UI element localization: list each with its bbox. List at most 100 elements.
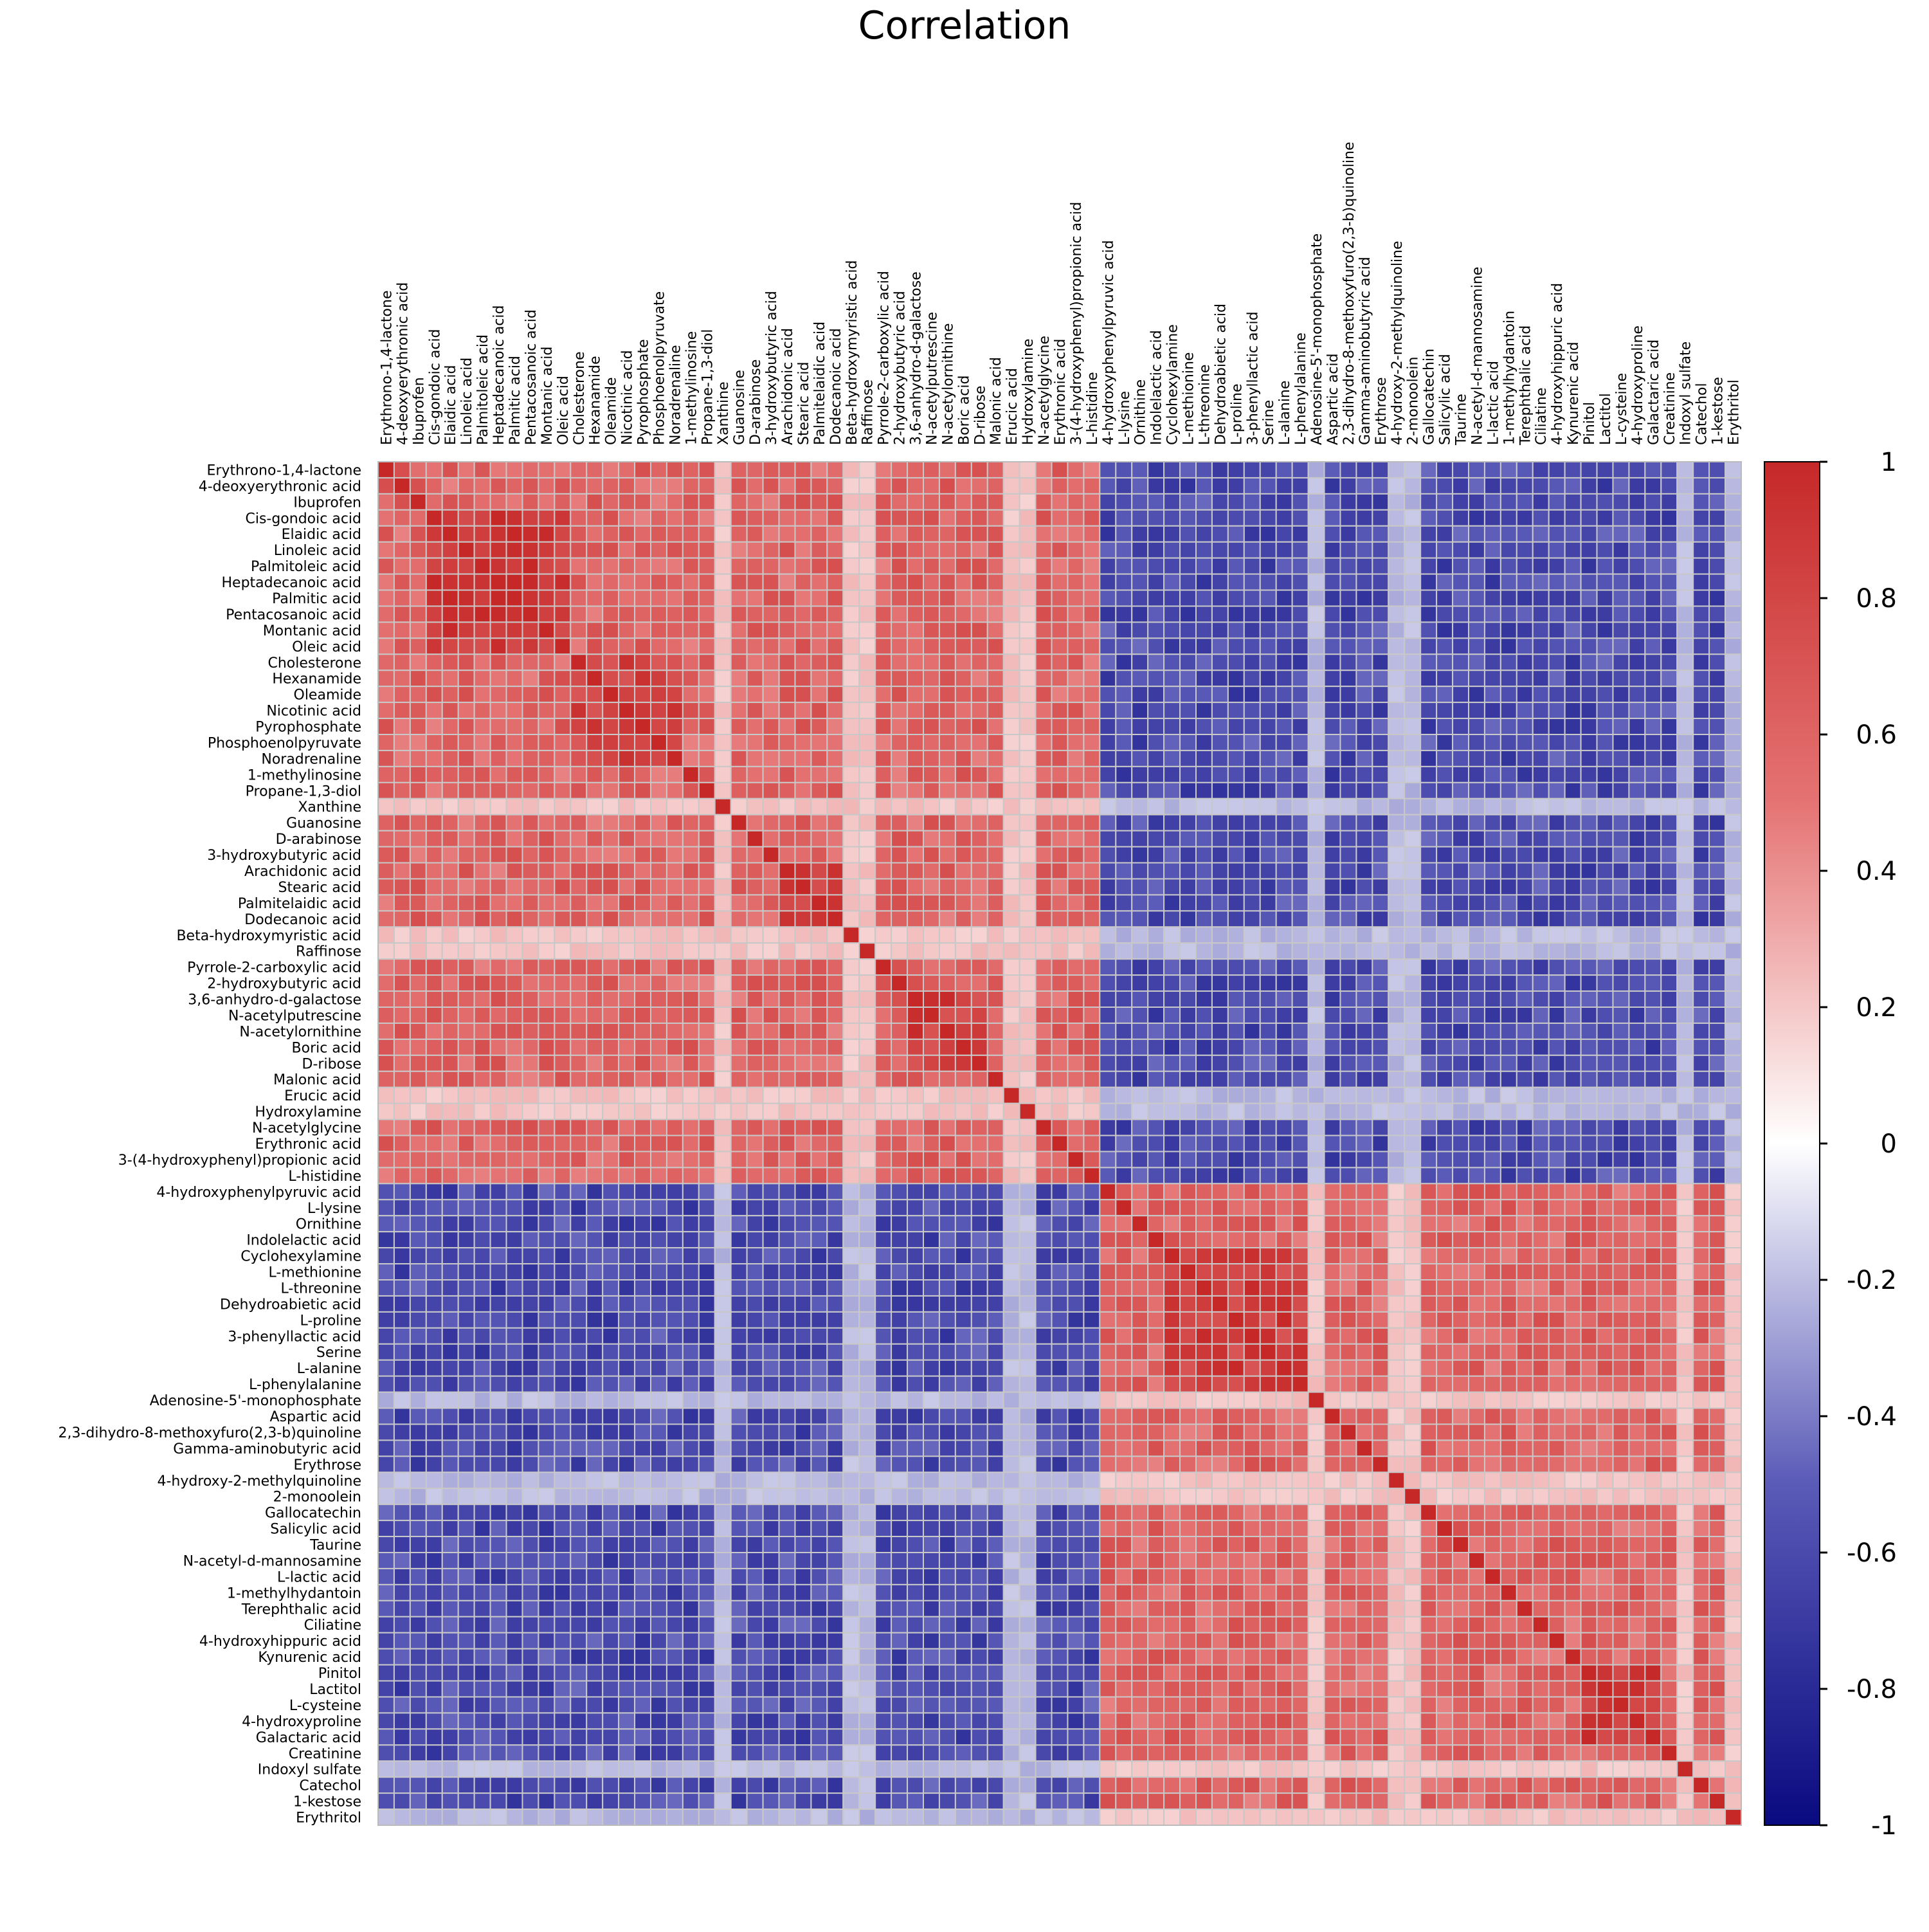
heatmap-cell <box>907 589 925 607</box>
heatmap-cell <box>1596 1022 1614 1040</box>
heatmap-cell <box>1612 1167 1630 1185</box>
heatmap-cell <box>682 974 700 992</box>
heatmap-cell <box>1372 990 1390 1008</box>
heatmap-cell <box>1323 1054 1341 1072</box>
heatmap-cell <box>393 541 411 559</box>
heatmap-cell <box>842 1359 860 1377</box>
heatmap-cell <box>1612 1007 1630 1024</box>
heatmap-cell <box>954 637 972 655</box>
heatmap-cell <box>1211 814 1229 832</box>
heatmap-cell <box>1195 573 1213 591</box>
heatmap-cell <box>1596 1263 1614 1281</box>
heatmap-cell <box>1339 1022 1357 1040</box>
heatmap-cell <box>554 781 572 799</box>
heatmap-cell <box>1388 573 1406 591</box>
heatmap-cell <box>778 1343 796 1361</box>
heatmap-cell <box>650 926 667 944</box>
heatmap-cell <box>1355 1375 1373 1393</box>
heatmap-cell <box>1131 718 1149 736</box>
heatmap-cell <box>618 1215 636 1233</box>
heatmap-cell <box>1708 589 1726 607</box>
heatmap-cell <box>1291 670 1309 688</box>
heatmap-cell <box>1035 862 1053 880</box>
heatmap-cell <box>538 781 556 799</box>
heatmap-cell <box>1468 974 1485 992</box>
heatmap-cell <box>1676 1343 1694 1361</box>
heatmap-cell <box>393 1118 411 1136</box>
heatmap-cell <box>1323 926 1341 944</box>
heatmap-cell <box>794 1327 812 1345</box>
heatmap-cell <box>1644 958 1662 976</box>
heatmap-cell <box>666 894 684 912</box>
heatmap-cell <box>1644 1375 1662 1393</box>
heatmap-cell <box>986 477 1004 495</box>
heatmap-cell <box>842 1070 860 1088</box>
heatmap-cell <box>457 1038 475 1056</box>
heatmap-cell <box>489 573 507 591</box>
heatmap-cell <box>730 734 748 751</box>
heatmap-cell <box>1195 974 1213 992</box>
heatmap-cell <box>1660 718 1678 736</box>
heatmap-cell <box>1532 846 1550 864</box>
heatmap-cell <box>538 1070 556 1088</box>
heatmap-cell <box>1452 1038 1470 1056</box>
heatmap-cell <box>1483 702 1501 720</box>
heatmap-cell <box>1660 1167 1678 1185</box>
heatmap-cell <box>505 1167 523 1185</box>
heatmap-cell <box>1499 958 1517 976</box>
heatmap-cell <box>505 942 523 960</box>
heatmap-cell <box>762 1327 780 1345</box>
heatmap-cell <box>1067 670 1085 688</box>
heatmap-cell <box>1708 814 1726 832</box>
heatmap-cell <box>1596 894 1614 912</box>
heatmap-cell <box>666 878 684 896</box>
heatmap-cell <box>1339 653 1357 671</box>
heatmap-cell <box>986 1118 1004 1136</box>
heatmap-cell <box>1051 686 1069 704</box>
heatmap-cell <box>538 1199 556 1217</box>
heatmap-cell <box>1275 749 1293 767</box>
heatmap-cell <box>538 862 556 880</box>
heatmap-cell <box>1307 846 1325 864</box>
heatmap-cell <box>489 1167 507 1185</box>
heatmap-cell <box>842 1263 860 1281</box>
heatmap-cell <box>377 1167 395 1185</box>
heatmap-cell <box>570 1263 588 1281</box>
heatmap-cell <box>698 718 716 736</box>
heatmap-cell <box>794 1135 812 1153</box>
heatmap-cell <box>1259 1054 1277 1072</box>
heatmap-cell <box>1195 605 1213 623</box>
heatmap-cell <box>505 1038 523 1056</box>
heatmap-cell <box>377 1375 395 1393</box>
heatmap-cell <box>746 1231 764 1249</box>
heatmap-cell <box>1019 1327 1037 1345</box>
heatmap-cell <box>1708 541 1726 559</box>
heatmap-cell <box>858 1183 876 1201</box>
heatmap-cell <box>1035 734 1053 751</box>
heatmap-cell <box>1019 525 1037 543</box>
heatmap-cell <box>1420 637 1438 655</box>
heatmap-cell <box>1404 1327 1422 1345</box>
heatmap-cell <box>1532 605 1550 623</box>
heatmap-cell <box>409 509 427 527</box>
heatmap-cell <box>1452 1070 1470 1088</box>
heatmap-cell <box>938 1343 956 1361</box>
heatmap-cell <box>714 765 732 783</box>
heatmap-cell <box>425 830 443 848</box>
heatmap-cell <box>714 1231 732 1249</box>
heatmap-cell <box>1372 1086 1390 1104</box>
heatmap-cell <box>1259 781 1277 799</box>
heatmap-cell <box>1163 894 1181 912</box>
heatmap-cell <box>1452 1054 1470 1072</box>
heatmap-cell <box>1275 702 1293 720</box>
heatmap-cell <box>618 1263 636 1281</box>
heatmap-cell <box>586 1263 604 1281</box>
heatmap-cell <box>891 557 909 575</box>
heatmap-cell <box>457 1231 475 1249</box>
heatmap-cell <box>1580 974 1598 992</box>
heatmap-cell <box>538 461 556 478</box>
heatmap-cell <box>650 1151 667 1169</box>
heatmap-cell <box>1483 1167 1501 1185</box>
heatmap-cell <box>810 653 828 671</box>
heatmap-cell <box>505 990 523 1008</box>
